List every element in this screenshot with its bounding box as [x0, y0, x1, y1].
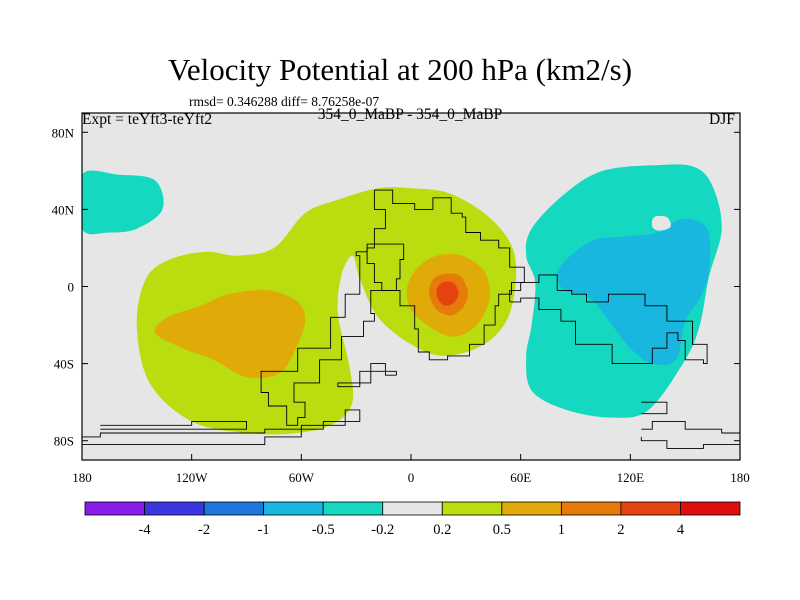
colorbar-label: 2: [617, 522, 624, 538]
x-tick-label: 60W: [289, 470, 315, 485]
colorbar-label: 0.5: [493, 522, 511, 538]
colorbar-box: [203, 501, 265, 516]
x-tick-label: 120W: [176, 470, 209, 485]
colorbar-label: -0.5: [312, 522, 335, 538]
colorbar-label: -0.2: [371, 522, 394, 538]
colorbar: -4 -2 -1 -0.5 -0.2 0.2 0.5 1 2 4: [84, 501, 741, 538]
colorbar-box: [560, 501, 622, 516]
coastline-6: [640, 420, 740, 449]
colorbar-box: [441, 501, 503, 516]
colorbar-label: 1: [558, 522, 565, 538]
coastline-7: [641, 401, 668, 415]
y-tick-label: 0: [68, 280, 75, 295]
colorbar-box: [322, 501, 384, 516]
case-label: 354_0_MaBP - 354_0_MaBP: [317, 106, 503, 123]
colorbar-label: 4: [677, 522, 685, 538]
y-tick-label: 80N: [52, 125, 75, 140]
x-tick-label: 180: [72, 470, 92, 485]
colorbar-box: [620, 501, 681, 516]
colorbar-box: [501, 501, 562, 516]
colorbar-box: [680, 501, 741, 516]
contour-fills: [82, 164, 722, 435]
chart-title: Velocity Potential at 200 hPa (km2/s): [167, 52, 633, 87]
colorbar-box: [382, 501, 443, 516]
contour-region-western-hemisphere-positive-band: [136, 187, 517, 435]
contour-region-enclosed-near-zero-patch: [651, 215, 671, 231]
coastline-2: [509, 274, 708, 365]
contour-region-north-pacific-negative: [82, 170, 164, 235]
contour-region-african-center-core: [436, 281, 459, 306]
coastline-0: [366, 189, 525, 361]
coastline-1: [260, 243, 405, 426]
x-axis: 180 120W 60W 0 60E 120E 180: [72, 454, 750, 485]
y-tick-label: 80S: [54, 434, 74, 449]
coastline-4: [82, 409, 361, 446]
colorbar-label: -1: [258, 522, 270, 538]
x-tick-label: 60E: [510, 470, 531, 485]
x-tick-label: 120E: [617, 470, 645, 485]
colorbar-label: -4: [138, 522, 151, 538]
colorbar-box: [144, 501, 205, 516]
coastline-5: [100, 420, 247, 430]
x-tick-label: 180: [730, 470, 750, 485]
contour-region-eastern-hemisphere-core: [557, 218, 711, 366]
colorbar-box: [263, 501, 324, 516]
y-axis: 80N 40N 0 40S 80S: [52, 125, 740, 449]
colorbar-box: [84, 501, 145, 516]
colorbar-label: 0.2: [433, 522, 451, 538]
colorbar-label: -2: [198, 522, 210, 538]
season-label: DJF: [709, 111, 735, 128]
coastline-3: [337, 363, 397, 388]
coastlines: [82, 189, 740, 449]
contour-region-western-hemisphere-core: [154, 290, 306, 379]
y-tick-label: 40N: [52, 202, 75, 217]
experiment-label: Expt = teYft3-teYft2: [82, 111, 213, 128]
y-tick-label: 40S: [54, 357, 74, 372]
x-tick-label: 0: [408, 470, 415, 485]
stats-label: rmsd= 0.346288 diff= 8.76258e-07: [189, 94, 380, 109]
